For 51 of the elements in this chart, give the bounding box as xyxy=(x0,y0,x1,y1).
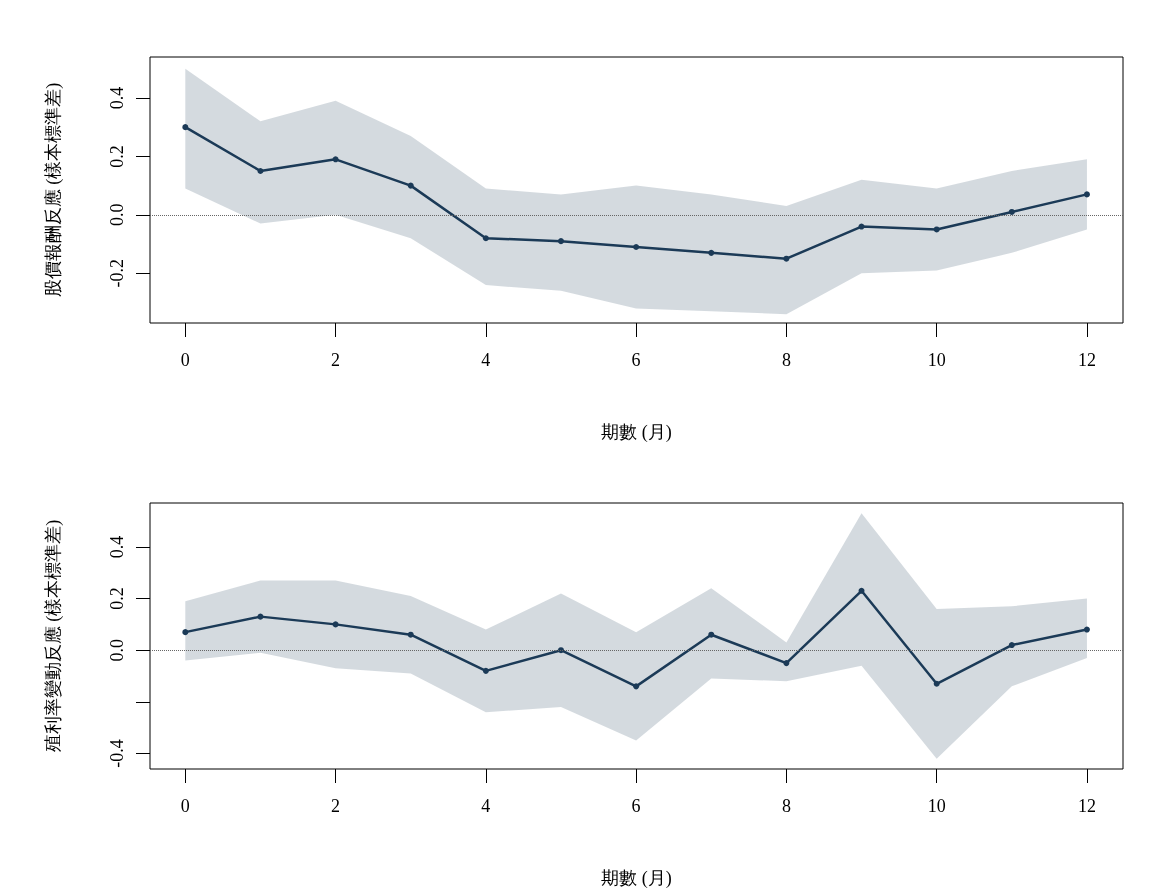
point xyxy=(783,255,790,262)
x-tick-label: 2 xyxy=(331,796,341,816)
y-tick-label: 0.0 xyxy=(107,203,127,227)
x-tick-label: 4 xyxy=(481,796,491,816)
point xyxy=(332,156,339,163)
y-tick-label: 0.0 xyxy=(107,638,127,662)
y-tick-label: 0.4 xyxy=(107,535,127,559)
x-tick-label: 8 xyxy=(781,350,791,370)
x-tick-label: 6 xyxy=(631,796,641,816)
y-axis-title: 殖利率變動反應 (樣本標準差) xyxy=(43,519,64,753)
x-tick-label: 4 xyxy=(481,350,491,370)
point xyxy=(407,631,414,638)
y-axis-title: 股價報酬反應 (樣本標準差) xyxy=(43,82,64,298)
x-tick-label: 10 xyxy=(927,350,946,370)
point xyxy=(257,613,264,620)
x-axis-title: 期數 (月) xyxy=(601,422,672,443)
point xyxy=(933,680,940,687)
x-tick-label: 10 xyxy=(927,796,946,816)
y-tick-label: 0.4 xyxy=(107,86,127,110)
point xyxy=(182,629,189,636)
x-tick-label: 0 xyxy=(180,350,190,370)
x-tick-label: 8 xyxy=(781,796,791,816)
point xyxy=(858,587,865,594)
point xyxy=(708,249,715,256)
point xyxy=(933,226,940,233)
y-tick-label: -0.2 xyxy=(107,259,127,288)
point xyxy=(558,238,564,245)
point xyxy=(257,168,264,174)
point xyxy=(1008,642,1015,649)
point xyxy=(1083,626,1090,633)
x-axis-title: 期數 (月) xyxy=(601,868,672,889)
x-tick-label: 6 xyxy=(631,350,641,370)
point xyxy=(858,223,865,230)
y-tick-label: -0.4 xyxy=(107,739,127,768)
point xyxy=(633,244,640,250)
point xyxy=(633,683,640,690)
point xyxy=(482,235,489,242)
x-tick-label: 2 xyxy=(331,350,341,370)
point xyxy=(1008,208,1015,215)
point xyxy=(407,182,414,189)
y-tick-label: 0.2 xyxy=(107,145,127,168)
point xyxy=(1083,191,1090,198)
point xyxy=(783,660,790,667)
point xyxy=(482,667,489,674)
y-tick-label: 0.2 xyxy=(107,587,127,610)
point xyxy=(332,621,339,628)
x-tick-label: 12 xyxy=(1077,350,1096,370)
x-tick-label: 0 xyxy=(180,796,190,816)
x-tick-label: 12 xyxy=(1077,796,1096,816)
point xyxy=(182,124,189,131)
point xyxy=(708,631,715,638)
